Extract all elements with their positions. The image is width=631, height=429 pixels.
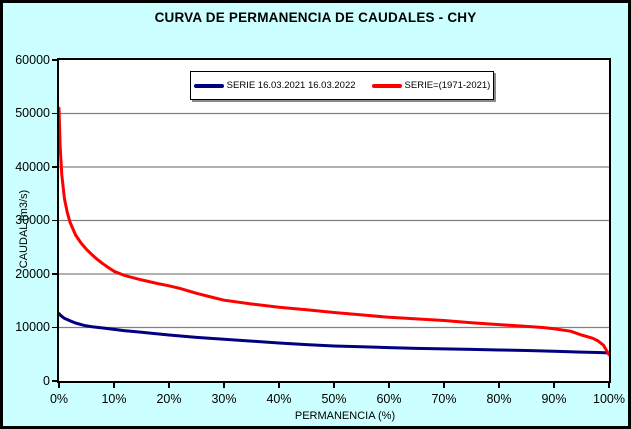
x-tick-label: 60% [376,392,402,406]
y-axis-title: CAUDAL (m3/s) [18,189,30,269]
y-tick-label: 10000 [15,320,50,334]
x-axis-title: PERMANENCIA (%) [294,410,396,422]
y-tick-label: 0 [43,373,50,388]
y-tick-label: 30000 [15,213,50,227]
x-tick-label: 70% [431,392,457,406]
y-tick-mark [52,166,57,168]
x-tick-label: 90% [541,392,567,406]
y-tick-label: 20000 [15,266,50,281]
x-tick-label: 50% [321,392,347,406]
x-tick-label: 0% [49,392,69,406]
legend-label-serie-2021-2022: SERIE 16.03.2021 16.03.2022 [226,80,356,91]
x-tick-mark [498,383,500,388]
legend-item-serie-2021-2022: SERIE 16.03.2021 16.03.2022 [193,80,356,91]
x-tick-label: 20% [156,392,182,406]
x-tick-mark [113,383,115,388]
x-tick-mark [443,383,445,388]
x-tick-mark [388,383,390,388]
x-tick-label: 10% [101,392,127,406]
x-tick-label: 40% [266,392,292,406]
legend-item-serie-1971-2021: SERIE=(1971-2021) [371,80,491,91]
x-tick-mark [168,383,170,388]
x-tick-mark [553,383,555,388]
legend-line-sample-blue [193,83,224,88]
x-tick-mark [278,383,280,388]
x-tick-mark [58,383,60,388]
y-tick-mark [52,273,57,275]
x-tick-mark [333,383,335,388]
plot-svg [59,106,609,357]
y-tick-label: 60000 [15,52,50,67]
x-tick-label: 100% [593,392,625,406]
legend-label-serie-1971-2021: SERIE=(1971-2021) [404,80,491,91]
y-tick-mark [52,112,57,115]
y-tick-mark [52,380,57,382]
y-tick-mark [52,326,57,329]
y-tick-mark [52,219,57,222]
x-tick-label: 80% [486,392,512,406]
legend: SERIE 16.03.2021 16.03.2022 SERIE=(1971-… [190,71,494,100]
x-tick-mark [223,383,225,388]
y-tick-label: 40000 [15,159,50,174]
series-line-2 [59,106,609,357]
x-tick-label: 30% [211,392,237,406]
x-tick-mark [608,383,610,388]
legend-line-sample-red [371,83,402,88]
plot-area [57,58,611,383]
y-tick-label: 50000 [15,106,50,120]
series-line-1 [59,312,609,355]
chart-title: CURVA DE PERMANENCIA DE CAUDALES - CHY [154,10,477,25]
y-tick-mark [52,59,57,61]
